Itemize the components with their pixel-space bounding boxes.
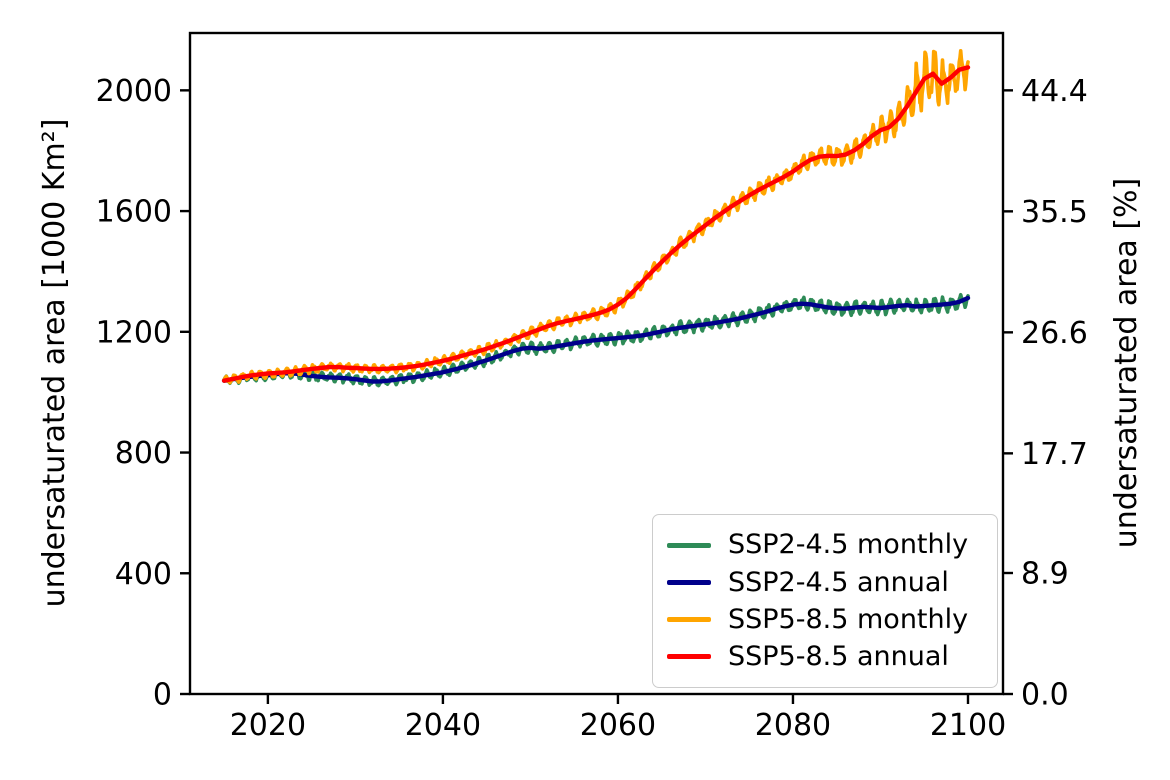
y-right-tick-label: 17.7 — [1021, 437, 1088, 472]
y-left-tick-label: 1200 — [96, 315, 172, 350]
y-right-tick-label: 35.5 — [1021, 195, 1088, 230]
legend-line-swatch — [667, 543, 711, 548]
legend-label: SSP5-8.5 annual — [728, 640, 949, 672]
y-left-tick-label: 800 — [115, 436, 172, 471]
series-line-ssp2-4-5-monthly — [222, 292, 970, 388]
plot-frame — [188, 31, 1005, 696]
legend-label: SSP2-4.5 annual — [728, 566, 949, 598]
y-axis-label-right: undersaturated area [%] — [1109, 178, 1144, 549]
y-axis-label-left: undersaturated area [1000 Km²] — [37, 119, 72, 608]
x-tick-label: 2100 — [930, 708, 1006, 743]
legend: SSP2-4.5 monthly SSP2-4.5 annual SSP5-8.… — [652, 514, 998, 688]
legend-line-swatch — [667, 580, 711, 585]
legend-item-ssp5-annual: SSP5-8.5 annual — [667, 642, 983, 672]
y-left-tick-label: 400 — [115, 557, 172, 592]
y-left-tick-label: 0 — [153, 678, 172, 713]
y-right-tick-label: 26.6 — [1021, 316, 1088, 351]
y-left-tick-label: 1600 — [96, 195, 172, 230]
legend-label: SSP5-8.5 monthly — [728, 603, 969, 635]
legend-item-ssp5-monthly: SSP5-8.5 monthly — [667, 603, 983, 635]
series-line-ssp5-8-5-annual — [221, 65, 971, 383]
series-line-ssp2-4-5-annual — [221, 295, 971, 384]
series-line-ssp5-8-5-monthly — [222, 48, 970, 385]
x-tick-label: 2080 — [755, 708, 831, 743]
y-right-tick-label: 44.4 — [1021, 74, 1088, 109]
x-tick-label: 2020 — [230, 708, 306, 743]
legend-line-swatch — [667, 654, 711, 659]
x-tick-label: 2040 — [405, 708, 481, 743]
y-left-tick-label: 2000 — [96, 74, 172, 109]
x-tick-label: 2060 — [580, 708, 656, 743]
plot-axes-group: 2020 2040 2060 2080 2100 0 400 800 1200 1600 2000 0… — [96, 31, 1088, 743]
legend-line-swatch — [667, 617, 711, 622]
plot-series-group — [221, 48, 971, 388]
legend-item-ssp2-monthly: SSP2-4.5 monthly — [667, 530, 983, 560]
y-right-tick-label: 0.0 — [1021, 678, 1069, 713]
legend-item-ssp2-annual: SSP2-4.5 annual — [667, 566, 983, 598]
y-right-tick-label: 8.9 — [1021, 556, 1069, 591]
legend-label: SSP2-4.5 monthly — [728, 529, 969, 561]
